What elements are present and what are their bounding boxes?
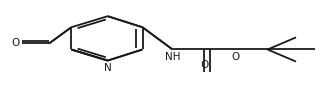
Text: O: O: [200, 60, 208, 70]
Text: O: O: [232, 52, 240, 62]
Text: N: N: [104, 63, 111, 73]
Text: NH: NH: [165, 52, 180, 62]
Text: O: O: [11, 38, 20, 48]
